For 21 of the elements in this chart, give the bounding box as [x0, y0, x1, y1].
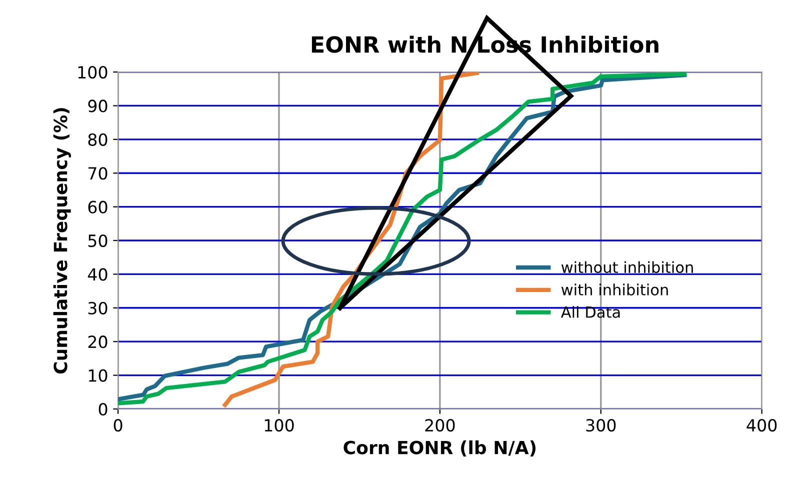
- y-tick-label: 80: [88, 133, 108, 146]
- y-axis-title: Cumulative Frequency (%): [53, 108, 71, 374]
- x-tick-label: 200: [425, 418, 455, 432]
- x-tick-label: 0: [114, 418, 122, 432]
- y-tick-label: 30: [88, 302, 108, 314]
- y-tick-label: 100: [78, 66, 108, 79]
- y-tick-label: 20: [88, 336, 108, 348]
- legend-label: without inhibition: [561, 261, 693, 274]
- y-tick-label: 90: [88, 100, 108, 112]
- x-tick-label: 300: [586, 418, 616, 432]
- legend-label: All Data: [560, 306, 620, 318]
- y-tick-label: 50: [88, 234, 108, 248]
- x-tick-label: 400: [746, 418, 777, 432]
- x-axis-title: Corn EONR (lb N/A): [344, 440, 536, 456]
- y-tick-label: 60: [88, 200, 108, 214]
- y-tick-label: 40: [88, 268, 108, 281]
- y-tick-label: 0: [98, 402, 108, 416]
- legend-label: with inhibition: [561, 284, 668, 296]
- x-tick-label: 100: [264, 418, 294, 432]
- y-tick-label: 10: [88, 369, 108, 382]
- y-tick-label: 70: [88, 167, 108, 180]
